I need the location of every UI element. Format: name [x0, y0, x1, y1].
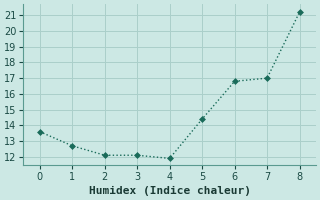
X-axis label: Humidex (Indice chaleur): Humidex (Indice chaleur) [89, 186, 251, 196]
